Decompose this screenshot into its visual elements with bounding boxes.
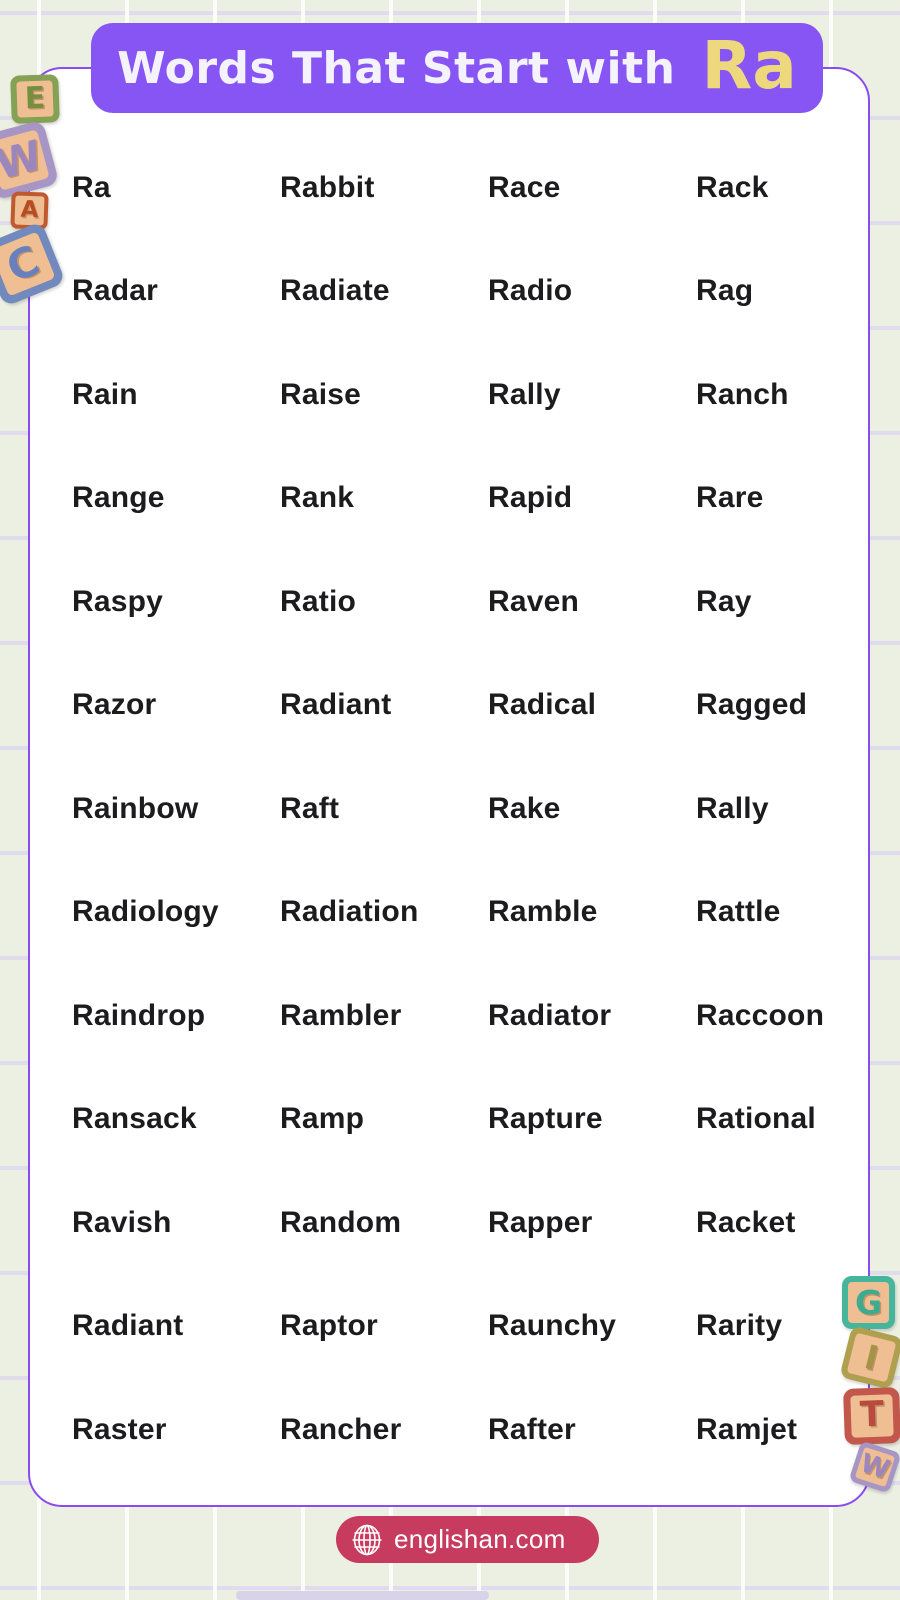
letter-block-panel: C [0, 231, 56, 297]
letter-block-glyph: W [0, 130, 47, 189]
word-item: Ranch [696, 377, 789, 411]
letter-block-panel: E [16, 80, 54, 118]
word-list-card [28, 67, 870, 1507]
grid-accent-line [236, 1591, 489, 1600]
word-item: Rag [696, 274, 754, 308]
letter-block-panel: W [0, 129, 50, 191]
word-item: Radio [488, 274, 573, 308]
word-item: Ramble [488, 895, 598, 929]
word-item: Rarity [696, 1309, 783, 1343]
letter-block-g: G [842, 1276, 895, 1329]
word-item: Raptor [280, 1309, 378, 1343]
page-title: Words That Start with [117, 42, 676, 94]
word-item: Rank [280, 481, 355, 515]
word-item: Razor [72, 688, 157, 722]
word-item: Ragged [696, 688, 808, 722]
word-item: Raspy [72, 584, 164, 618]
word-item: Radar [72, 274, 159, 308]
word-item: Range [72, 481, 165, 515]
letter-block-glyph: G [854, 1282, 883, 1322]
word-item: Ramjet [696, 1412, 798, 1446]
website-badge[interactable]: englishan.com [336, 1516, 599, 1563]
word-item: Raccoon [696, 998, 825, 1032]
letter-block-glyph: I [860, 1337, 883, 1378]
word-item: Raven [488, 584, 580, 618]
word-item: Raunchy [488, 1309, 617, 1343]
word-item: Rain [72, 377, 138, 411]
word-item: Raft [280, 791, 340, 825]
word-item: Rally [696, 791, 769, 825]
word-item: Rally [488, 377, 561, 411]
letter-block-panel: A [14, 195, 45, 226]
letter-block-panel: W [854, 1446, 896, 1488]
letter-block-t: T [843, 1387, 900, 1445]
letter-block-panel: G [848, 1282, 889, 1323]
word-item: Radiation [280, 895, 419, 929]
word-item: Rake [488, 791, 561, 825]
word-item: Random [280, 1205, 402, 1239]
globe-icon [352, 1524, 382, 1555]
word-item: Rapture [488, 1102, 603, 1136]
title-highlight-letters: Ra [701, 27, 797, 104]
title-banner: Words That Start with Ra [91, 23, 823, 113]
word-item: Ransack [72, 1102, 197, 1136]
letter-block-panel: T [849, 1393, 894, 1438]
word-item: Rambler [280, 998, 402, 1032]
word-item: Rattle [696, 895, 781, 929]
word-item: Rabbit [280, 170, 375, 204]
word-item: Ratio [280, 584, 356, 618]
word-item: Rack [696, 170, 769, 204]
word-item: Radiology [72, 895, 219, 929]
word-item: Rapid [488, 481, 573, 515]
letter-block-a: A [10, 191, 49, 230]
word-item: Rapper [488, 1205, 593, 1239]
letter-block-glyph: W [856, 1448, 894, 1486]
word-item: Rational [696, 1102, 816, 1136]
letter-block-glyph: A [20, 196, 39, 224]
word-item: Radiant [72, 1309, 184, 1343]
letter-block-panel: I [847, 1333, 896, 1382]
word-item: Raster [72, 1412, 167, 1446]
word-item: Radical [488, 688, 597, 722]
word-item: Rare [696, 481, 764, 515]
word-item: Race [488, 170, 561, 204]
word-item: Rafter [488, 1412, 576, 1446]
word-item: Radiate [280, 274, 390, 308]
word-grid: Ra Rabbit Race Rack Radar Radiate Radio Rag Rain… [72, 136, 900, 1482]
letter-block-glyph: T [859, 1395, 885, 1436]
word-item: Radiant [280, 688, 392, 722]
word-item: Rainbow [72, 791, 199, 825]
letter-block-e: E [10, 74, 60, 124]
word-item: Ravish [72, 1205, 172, 1239]
website-url: englishan.com [394, 1524, 566, 1554]
word-item: Rancher [280, 1412, 402, 1446]
word-item: Raise [280, 377, 362, 411]
word-item: Radiator [488, 998, 612, 1032]
word-item: Ramp [280, 1102, 365, 1136]
word-item: Ra [72, 170, 111, 204]
word-item: Raindrop [72, 998, 206, 1032]
word-item: Racket [696, 1205, 796, 1239]
letter-block-glyph: C [0, 235, 46, 292]
letter-block-glyph: E [24, 80, 46, 117]
word-item: Ray [696, 584, 752, 618]
